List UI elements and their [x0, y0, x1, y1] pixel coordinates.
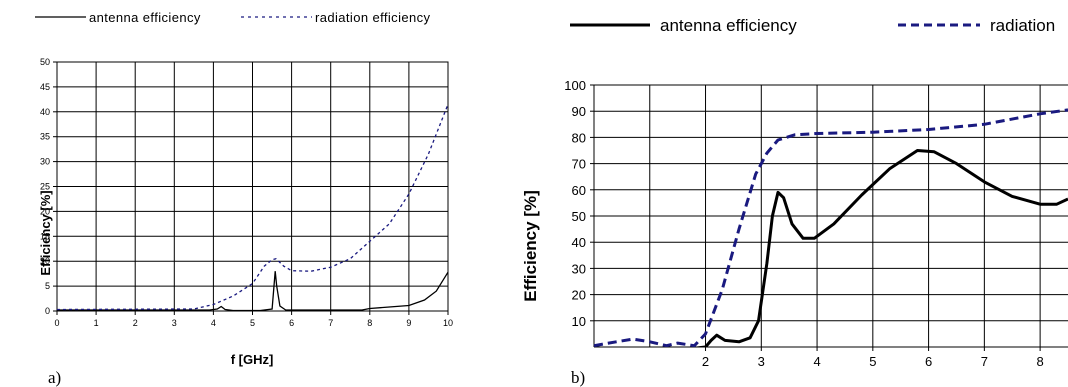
legend-b: antenna efficiency radiation: [570, 16, 1055, 35]
x-tick-label-a: 9: [406, 318, 411, 328]
series-line-radiation-b: [593, 108, 1068, 347]
legend-label-radiation-a: radiation efficiency: [315, 10, 431, 25]
x-tick-label-b: 3: [758, 354, 765, 369]
legend-label-antenna-b: antenna efficiency: [660, 16, 797, 35]
y-tick-label-b: 50: [572, 209, 586, 224]
series-line-antenna-a: [57, 271, 449, 312]
grid-b: [593, 84, 1068, 348]
y-tick-label-b: 20: [572, 288, 586, 303]
y-axis-label-b: Efficiency [%]: [521, 190, 540, 301]
x-axis-label-a: f [GHz]: [231, 352, 274, 367]
x-tick-label-a: 6: [289, 318, 294, 328]
y-tick-label-a: 40: [40, 107, 50, 117]
legend-label-radiation-b: radiation: [990, 16, 1055, 35]
x-tick-label-b: 5: [869, 354, 876, 369]
x-tick-label-a: 8: [367, 318, 372, 328]
y-tick-label-b: 30: [572, 261, 586, 276]
y-tick-label-a: 35: [40, 132, 50, 142]
y-tick-label-b: 60: [572, 183, 586, 198]
x-tick-label-a: 7: [328, 318, 333, 328]
y-tick-label-b: 90: [572, 104, 586, 119]
series-line-radiation-a: [56, 104, 449, 311]
x-tick-label-b: 8: [1037, 354, 1044, 369]
series-line-antenna-b: [684, 149, 1068, 347]
y-tick-label-b: 80: [572, 130, 586, 145]
x-tick-label-b: 6: [925, 354, 932, 369]
y-tick-label-a: 25: [40, 182, 50, 192]
ticks-b: 2 3 4 5 6 7 8 10 20 30 40 50 60 70 80 90 100: [564, 78, 1043, 369]
y-tick-label-a: 50: [40, 57, 50, 67]
y-tick-label-b: 40: [572, 235, 586, 250]
panel-label-b: b): [571, 368, 585, 387]
x-tick-label-b: 2: [702, 354, 709, 369]
grid-a: [56, 61, 449, 312]
y-tick-label-a: 15: [40, 231, 50, 241]
series-a: [56, 104, 449, 312]
x-tick-label-b: 4: [813, 354, 820, 369]
y-tick-label-b: 100: [564, 78, 586, 93]
x-tick-label-a: 0: [54, 318, 59, 328]
x-tick-label-a: 1: [94, 318, 99, 328]
y-tick-label-a: 0: [45, 306, 50, 316]
panel-label-a: a): [48, 368, 61, 387]
x-tick-label-a: 2: [133, 318, 138, 328]
y-tick-label-a: 45: [40, 82, 50, 92]
chart-panel-b: antenna efficiency radiation 2 3 4 5 6 7 8 10 20…: [521, 16, 1068, 387]
y-tick-label-b: 10: [572, 314, 586, 329]
series-b: [593, 108, 1068, 347]
y-tick-label-a: 5: [45, 281, 50, 291]
y-tick-label-b: 70: [572, 157, 586, 172]
x-tick-label-a: 4: [211, 318, 216, 328]
x-tick-label-a: 3: [172, 318, 177, 328]
y-tick-label-a: 20: [40, 206, 50, 216]
y-tick-label-a: 10: [40, 256, 50, 266]
legend-label-antenna-a: antenna efficiency: [89, 10, 201, 25]
x-tick-label-a: 5: [250, 318, 255, 328]
legend-a: antenna efficiency radiation efficiency: [35, 10, 431, 25]
y-axis-label-a: Efficiency [%]: [38, 190, 53, 275]
y-tick-label-a: 30: [40, 157, 50, 167]
x-tick-label-a: 10: [443, 318, 453, 328]
chart-panel-a: antenna efficiency radiation efficiency …: [35, 10, 453, 387]
x-tick-label-b: 7: [981, 354, 988, 369]
